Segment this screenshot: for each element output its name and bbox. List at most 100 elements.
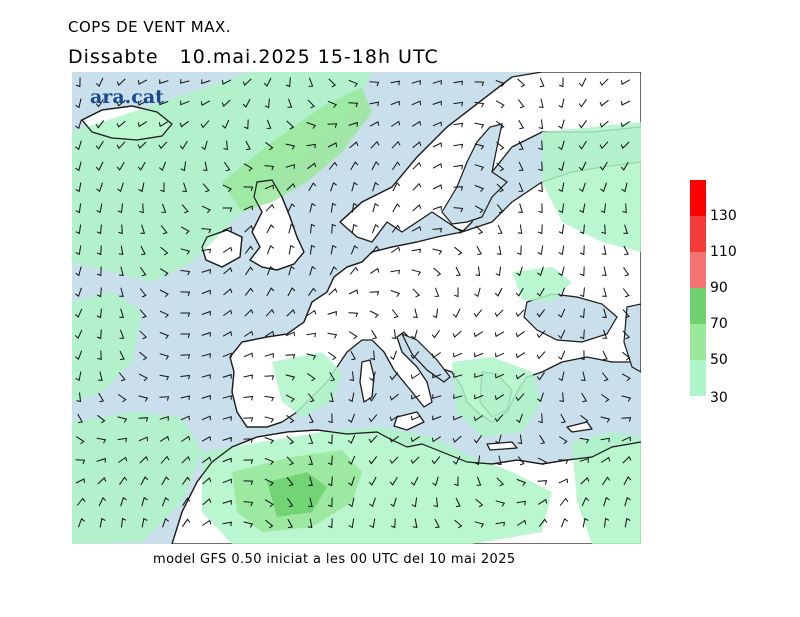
wind-barb <box>243 459 254 464</box>
wind-barb <box>159 268 169 277</box>
wind-barb <box>495 266 502 277</box>
wind-barb <box>433 497 439 508</box>
wind-barb <box>287 518 293 529</box>
wind-barb <box>76 497 86 506</box>
wind-barb <box>285 354 296 359</box>
wind-barb <box>410 436 421 443</box>
wind-barb <box>243 521 254 528</box>
wind-barb <box>558 140 565 151</box>
wind-barb <box>266 287 275 297</box>
wind-barb <box>180 79 190 84</box>
wind-barb <box>98 371 103 381</box>
wind-barb <box>286 498 294 508</box>
wind-barb <box>622 456 632 464</box>
legend-label-30: 30 <box>710 390 728 406</box>
wind-barb <box>140 476 149 486</box>
wind-barb <box>161 476 170 486</box>
wind-barb <box>494 287 503 297</box>
wind-barb <box>516 413 523 424</box>
wind-barb <box>581 497 590 507</box>
wind-barb <box>580 371 586 381</box>
wind-barb <box>306 332 316 338</box>
wind-barb <box>74 329 83 339</box>
wind-barb <box>140 224 146 234</box>
wind-barb <box>351 181 358 192</box>
wind-barb <box>162 517 170 528</box>
wind-barb <box>432 415 442 421</box>
wind-barb <box>159 79 169 85</box>
wind-barb <box>496 477 505 487</box>
wind-barb <box>454 519 463 529</box>
wind-barb <box>371 329 378 340</box>
wind-barb <box>285 143 296 150</box>
wind-barb <box>432 248 443 255</box>
wind-barb <box>118 393 127 403</box>
wind-barb <box>139 309 147 319</box>
wind-barb <box>158 121 169 128</box>
wind-barb <box>602 308 607 318</box>
wind-barb <box>538 518 548 527</box>
wind-barb <box>265 141 274 151</box>
wind-barb <box>139 351 148 361</box>
wind-barb <box>223 288 233 296</box>
wind-barb <box>222 499 232 505</box>
wind-barb <box>453 164 464 170</box>
wind-barb <box>158 141 168 150</box>
wind-barb <box>245 140 251 151</box>
wind-barb <box>285 394 295 403</box>
wind-barb <box>538 203 543 214</box>
wind-barb <box>285 77 291 88</box>
wind-barb <box>474 143 485 150</box>
wind-barb <box>431 330 440 339</box>
wind-barb <box>473 309 483 318</box>
wind-barb <box>599 78 609 87</box>
wind-barb <box>118 224 123 235</box>
wind-barb <box>624 496 631 507</box>
wind-barb <box>95 77 104 87</box>
wind-barb <box>474 205 484 214</box>
wind-barb <box>578 161 587 171</box>
wind-barb <box>453 207 464 213</box>
wind-barb <box>390 350 397 361</box>
wind-barb <box>180 248 191 255</box>
land-cyprus <box>566 421 593 433</box>
wind-barb <box>599 141 609 150</box>
wind-barb <box>536 351 546 360</box>
legend-swatch-70 <box>690 288 706 324</box>
wind-barb <box>453 143 464 149</box>
wind-barb <box>453 122 464 128</box>
wind-barb <box>433 267 442 277</box>
wind-barb <box>307 393 315 403</box>
wind-barb <box>452 435 462 443</box>
wind-barb <box>347 413 356 424</box>
wind-barb <box>560 413 566 424</box>
wind-barb <box>266 244 275 255</box>
wind-barb <box>389 415 399 422</box>
wind-barb <box>602 476 611 485</box>
wind-barb <box>96 329 102 340</box>
wind-barb <box>517 99 525 109</box>
wind-barb <box>389 435 399 443</box>
wind-barb <box>603 496 610 507</box>
wind-barb <box>243 395 254 401</box>
wind-barb <box>473 331 484 338</box>
wind-barb <box>515 309 525 318</box>
wind-barb <box>180 312 191 317</box>
wind-barb <box>201 353 211 358</box>
wind-barb <box>537 224 543 235</box>
wind-barb <box>243 205 253 211</box>
wind-barb <box>181 455 191 464</box>
wind-barb <box>266 119 272 129</box>
wind-barb <box>476 476 482 486</box>
wind-barb <box>244 308 254 317</box>
wind-barb <box>96 224 102 235</box>
gust-zone-30 <box>72 292 142 402</box>
wind-barb <box>369 291 380 296</box>
wind-barb <box>222 331 233 337</box>
wind-barb <box>580 414 589 424</box>
wind-barb <box>515 287 524 297</box>
wind-barb <box>309 202 316 213</box>
wind-barb <box>347 434 356 444</box>
wind-barb <box>515 393 525 402</box>
wind-barb <box>622 288 630 298</box>
